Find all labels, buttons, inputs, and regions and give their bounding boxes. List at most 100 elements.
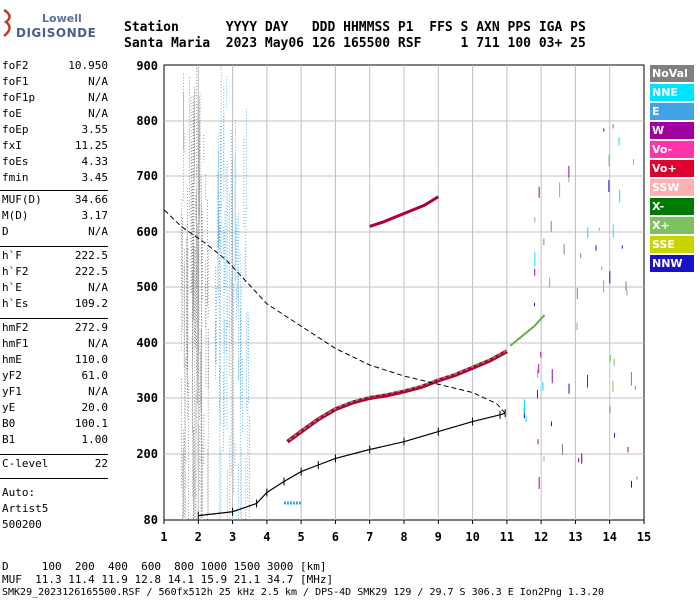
param-label: D [2,225,9,238]
param-value: 20.0 [81,401,109,414]
digisonde-logo-icon [3,8,11,37]
param-label: h`F2 [2,265,29,278]
header-line-1: Station YYYY DAY DDD HHMMSS P1 FFS S AXN… [124,20,586,35]
y-tick-label: 900 [136,59,158,73]
legend-item-w: W [650,122,694,139]
legend-item-x: X- [650,198,694,215]
logo: Lowell DIGISONDE [2,6,96,40]
separator [0,318,108,319]
param-value: N/A [88,91,108,104]
param-label: foF1 [2,75,29,88]
param-label: fmin [2,171,29,184]
param-value: N/A [88,75,108,88]
separator [0,190,108,191]
param-value: 3.55 [81,123,109,136]
x-tick-label: 6 [332,530,339,544]
autoscale-line-3: 500200 [2,518,42,531]
autoscale-line-2: Artist5 [2,502,49,515]
y-tick-label: 200 [136,447,158,461]
y-tick-label: 80 [144,513,158,527]
param-value: 109.2 [74,297,108,310]
param-value: N/A [88,225,108,238]
y-tick-label: 800 [136,114,158,128]
x-tick-label: 10 [465,530,479,544]
x-tick-label: 4 [263,530,270,544]
legend-item-noval: NoVal [650,65,694,82]
param-value: N/A [88,385,108,398]
param-value: 110.0 [74,353,108,366]
logo-product: DIGISONDE [16,26,97,40]
param-value: 3.17 [81,209,109,222]
legend-item-ssw: SSW [650,179,694,196]
param-label: B1 [2,433,16,446]
param-value: 4.33 [81,155,109,168]
param-label: foF1p [2,91,36,104]
param-label: hmF1 [2,337,29,350]
legend-item-sse: SSE [650,236,694,253]
y-tick-label: 400 [136,336,158,350]
param-label: h`Es [2,297,29,310]
param-value: N/A [88,281,108,294]
x-tick-label: 5 [298,530,305,544]
param-value: 11.25 [74,139,108,152]
param-label: foEp [2,123,29,136]
param-label: hmE [2,353,22,366]
second-hop-trace [369,195,440,228]
param-label: MUF(D) [2,193,42,206]
muf-row: MUF 11.3 11.4 11.9 12.8 14.1 15.9 21.1 3… [2,573,334,586]
param-value: 10.950 [68,59,108,72]
param-label: B0 [2,417,16,430]
separator [0,478,108,479]
x-tick-label: 8 [400,530,407,544]
legend-item-vo: Vo- [650,141,694,158]
distance-row: D 100 200 400 600 800 1000 1500 3000 [km… [2,560,327,573]
param-label: M(D) [2,209,29,222]
param-value: 100.1 [74,417,108,430]
o-trace-alt [288,348,509,441]
param-label: h`F [2,249,22,262]
file-info: SMK29_2023126165500.RSF / 560fx512h 25 k… [2,587,605,598]
x-tick-label: 9 [435,530,442,544]
topside-profile [163,209,506,414]
param-label: foE [2,107,22,120]
x-tick-label: 12 [534,530,548,544]
param-label: foEs [2,155,29,168]
param-value: 61.0 [81,369,109,382]
param-label: fxI [2,139,22,152]
y-tick-label: 700 [136,169,158,183]
param-value: N/A [88,337,108,350]
header-line-2: Santa Maria 2023 May06 126 165500 RSF 1 … [124,36,586,51]
y-tick-label: 300 [136,391,158,405]
param-value: N/A [88,107,108,120]
param-label: hmF2 [2,321,29,334]
param-value: 34.66 [74,193,108,206]
separator [0,454,108,455]
x-tick-label: 13 [568,530,582,544]
x-trace [509,314,546,347]
legend-item-nnw: NNW [650,255,694,272]
param-value: 272.9 [74,321,108,334]
param-value: 1.00 [81,433,109,446]
param-value: 3.45 [81,171,109,184]
x-tick-label: 3 [229,530,236,544]
y-tick-label: 500 [136,280,158,294]
scaled-parameters-panel: foF2 10.950 foF1 N/A foF1p N/A foE N/A foEp 3.55 f… [0,58,112,538]
param-label: yF1 [2,385,22,398]
logo-brand: Lowell [42,12,82,25]
param-label: yF2 [2,369,22,382]
param-label: C-level [2,457,49,470]
param-value: 22 [94,457,108,470]
param-value: 222.5 [74,249,108,262]
param-label: h`E [2,281,22,294]
legend-item-nne: NNE [650,84,694,101]
autoscale-line-1: Auto: [2,486,36,499]
param-value: 222.5 [74,265,108,278]
x-tick-label: 2 [195,530,202,544]
x-tick-label: 1 [160,530,167,544]
o-trace [286,349,508,444]
legend-item-e: E [650,103,694,120]
legend-item-x: X+ [650,217,694,234]
y-tick-label: 600 [136,225,158,239]
legend-item-vo: Vo+ [650,160,694,177]
